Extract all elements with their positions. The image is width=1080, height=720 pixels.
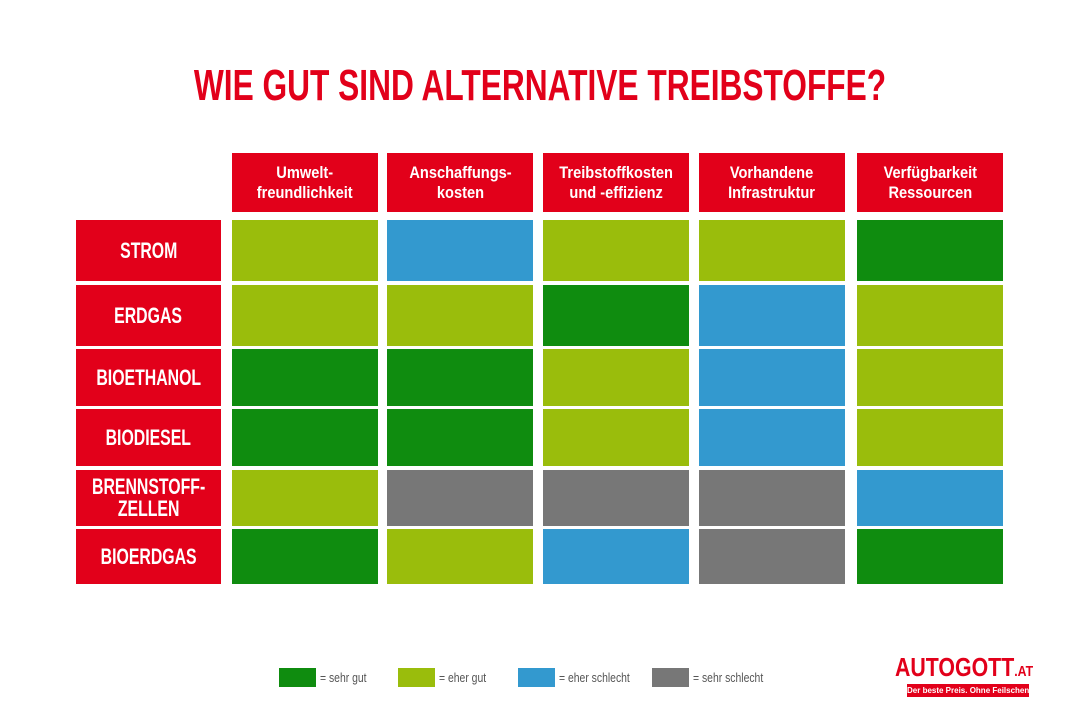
column-header: Vorhandene Infrastruktur: [699, 153, 845, 212]
legend-swatch: [279, 667, 316, 687]
rating-cell-eher-schlecht: [699, 409, 845, 466]
row-label: ERDGAS: [76, 285, 221, 346]
legend-item: = eher gut: [398, 667, 498, 687]
rating-cell-sehr-schlecht: [699, 529, 845, 584]
rating-cell-eher-schlecht: [387, 220, 533, 281]
rating-cell-eher-gut: [543, 409, 689, 466]
legend-item: = sehr schlecht: [652, 667, 781, 687]
row-label: BRENNSTOFF- ZELLEN: [76, 470, 221, 526]
autogott-logo[interactable]: AUTOGOTT.AT Der beste Preis. Ohne Feilsc…: [895, 653, 1040, 699]
column-header: Umwelt- freundlichkeit: [232, 153, 378, 212]
rating-cell-eher-gut: [543, 349, 689, 406]
legend-item: = sehr gut: [279, 667, 378, 687]
rating-cell-eher-gut: [543, 220, 689, 281]
rating-cell-eher-gut: [387, 285, 533, 346]
rating-cell-sehr-gut: [857, 220, 1003, 281]
rating-cell-eher-schlecht: [543, 529, 689, 584]
rating-cell-eher-gut: [699, 220, 845, 281]
rating-cell-sehr-schlecht: [543, 470, 689, 526]
column-header: Treibstoffkosten und -effizienz: [543, 153, 689, 212]
rating-cell-eher-schlecht: [699, 285, 845, 346]
rating-cell-sehr-gut: [387, 409, 533, 466]
rating-cell-eher-gut: [387, 529, 533, 584]
legend-swatch: [652, 667, 689, 687]
rating-cell-sehr-gut: [232, 409, 378, 466]
rating-cell-sehr-gut: [857, 529, 1003, 584]
legend-swatch: [518, 667, 555, 687]
rating-cell-eher-gut: [857, 285, 1003, 346]
rating-cell-sehr-schlecht: [699, 470, 845, 526]
row-label: STROM: [76, 220, 221, 281]
rating-cell-eher-gut: [232, 220, 378, 281]
logo-tagline: Der beste Preis. Ohne Feilschen.: [907, 684, 1032, 697]
rating-cell-sehr-gut: [543, 285, 689, 346]
column-header: Verfügbarkeit Ressourcen: [857, 153, 1003, 212]
legend-item: = eher schlecht: [518, 667, 648, 687]
rating-cell-sehr-gut: [232, 529, 378, 584]
logo-wordmark: AUTOGOTT.AT: [895, 652, 1034, 682]
rating-cell-eher-gut: [857, 349, 1003, 406]
rating-cell-eher-gut: [232, 285, 378, 346]
row-label: BIOERDGAS: [76, 529, 221, 584]
legend-swatch: [398, 667, 435, 687]
rating-cell-eher-schlecht: [699, 349, 845, 406]
column-header: Anschaffungs- kosten: [387, 153, 533, 212]
rating-cell-eher-schlecht: [857, 470, 1003, 526]
rating-cell-sehr-schlecht: [387, 470, 533, 526]
row-label: BIODIESEL: [76, 409, 221, 466]
chart-title: WIE GUT SIND ALTERNATIVE TREIBSTOFFE?: [193, 61, 887, 110]
rating-cell-sehr-gut: [387, 349, 533, 406]
rating-cell-eher-gut: [232, 470, 378, 526]
rating-cell-sehr-gut: [232, 349, 378, 406]
rating-cell-eher-gut: [857, 409, 1003, 466]
row-label: BIOETHANOL: [76, 349, 221, 406]
